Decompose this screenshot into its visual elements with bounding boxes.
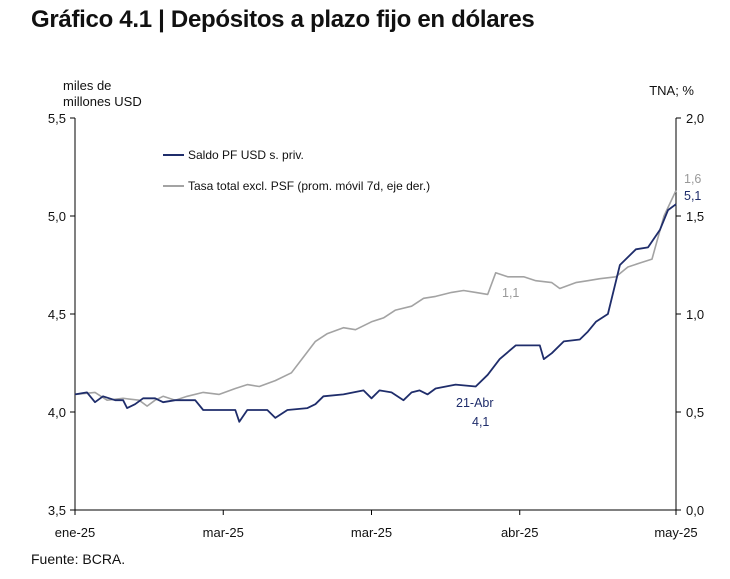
right-axis-ticks: 0,0 0,5 1,0 1,5 2,0 [676,111,704,518]
legend-label-tasa: Tasa total excl. PSF (prom. móvil 7d, ej… [188,179,430,193]
x-tick-label: abr-25 [501,525,539,540]
right-tick-label: 0,5 [686,405,704,420]
series-line-tasa [74,190,677,407]
left-axis-label-line2: millones USD [63,94,142,109]
x-tick-label: mar-25 [203,525,244,540]
right-tick-label: 1,0 [686,307,704,322]
left-tick-label: 3,5 [48,503,66,518]
legend-label-saldo: Saldo PF USD s. priv. [188,148,304,162]
left-tick-label: 4,0 [48,405,66,420]
right-tick-label: 1,5 [686,209,704,224]
legend: Saldo PF USD s. priv. Tasa total excl. P… [163,148,430,193]
x-axis-ticks: ene-25 mar-25 mar-25 abr-25 may-25 [55,510,698,540]
left-tick-label: 5,5 [48,111,66,126]
annotation-date: 21-Abr [456,396,494,410]
series-layer [74,190,677,423]
left-axis-label-line1: miles de [63,78,111,93]
right-tick-label: 0,0 [686,503,704,518]
annotation-date-value: 4,1 [472,415,489,429]
annotation-saldo-last: 5,1 [684,189,701,203]
annotation-rate-value: 1,1 [502,286,519,300]
series-line-saldo [74,203,677,423]
left-tick-label: 5,0 [48,209,66,224]
right-axis-label: TNA; % [649,83,694,98]
x-tick-label: mar-25 [351,525,392,540]
chart-title: Gráfico 4.1 | Depósitos a plazo fijo en … [31,6,535,33]
x-tick-label: may-25 [654,525,697,540]
annotation-rate-last: 1,6 [684,172,701,186]
x-tick-label: ene-25 [55,525,95,540]
source-note: Fuente: BCRA. [31,551,126,567]
left-axis-ticks: 3,5 4,0 4,5 5,0 5,5 [48,111,75,518]
left-tick-label: 4,5 [48,307,66,322]
right-tick-label: 2,0 [686,111,704,126]
